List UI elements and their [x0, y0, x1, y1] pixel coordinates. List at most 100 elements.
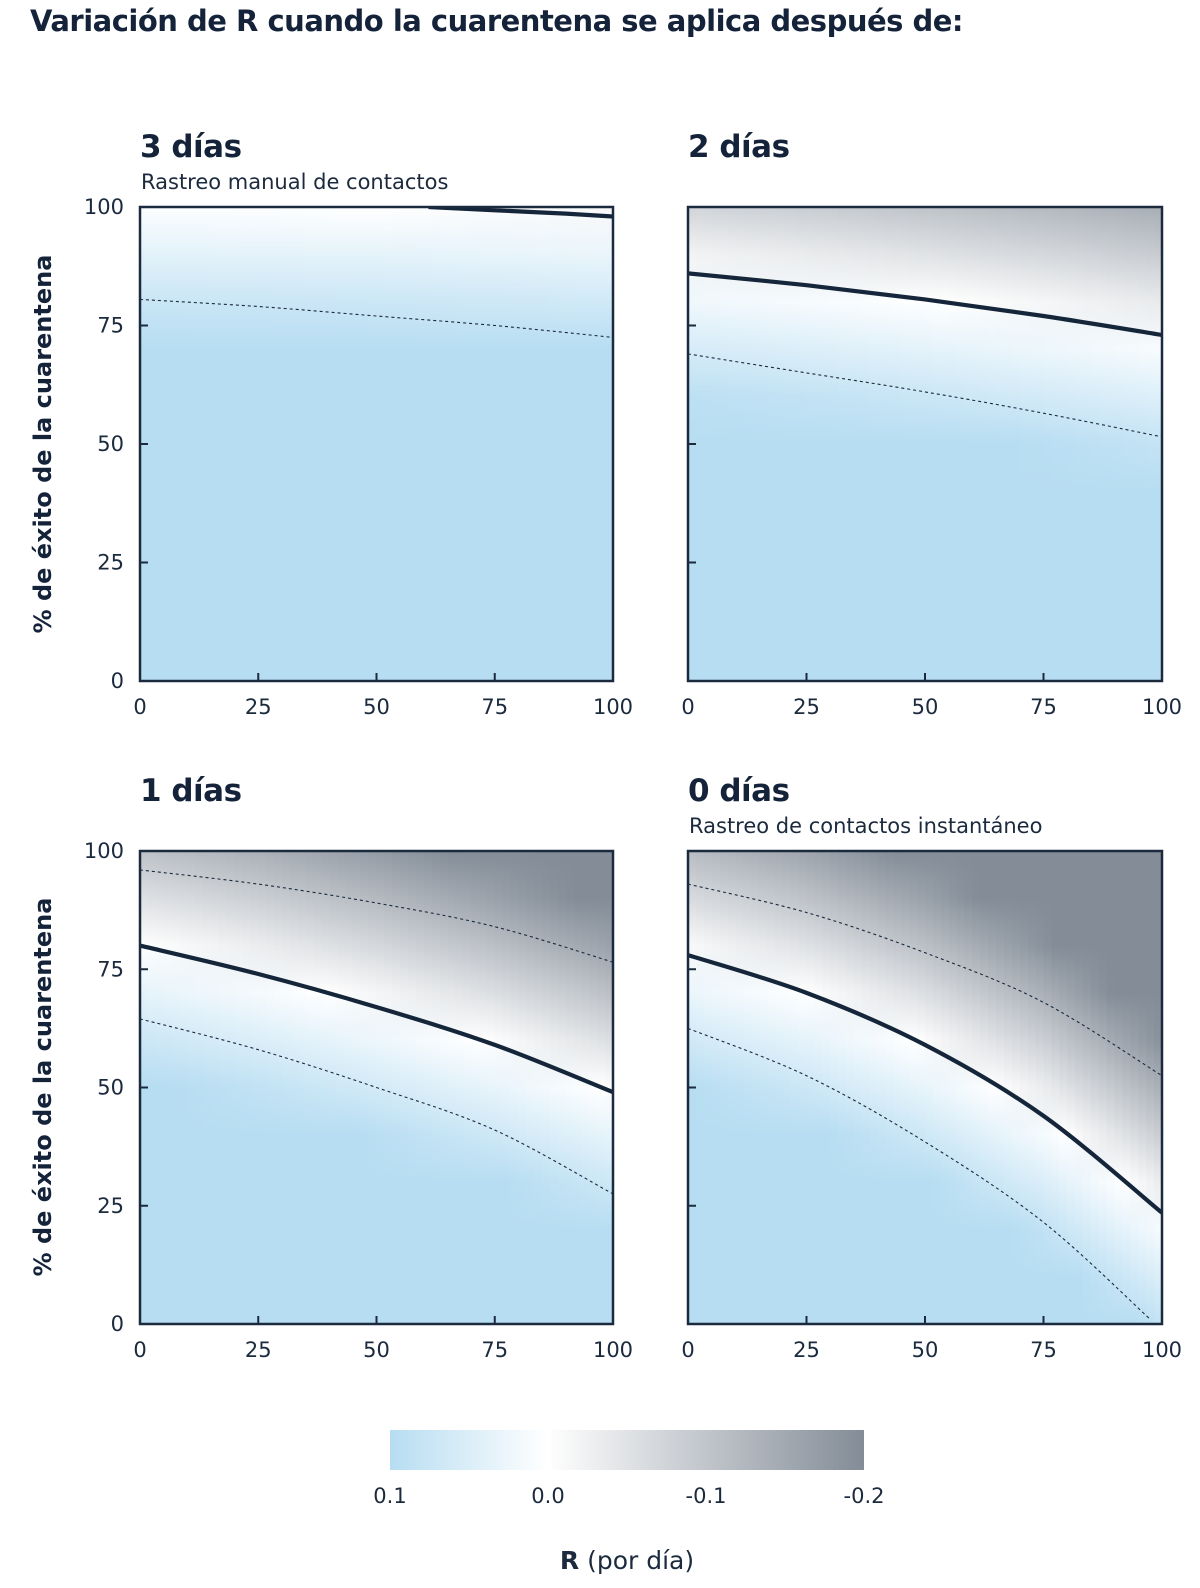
heatmap-cell [751, 851, 760, 1324]
heatmap-cell [814, 851, 824, 1324]
heatmap-cell [932, 851, 942, 1324]
x-tick-label: 50 [363, 1338, 390, 1362]
heatmap-cell [526, 851, 535, 1324]
heatmap-cell [719, 851, 729, 1324]
heatmap-cell [384, 851, 394, 1324]
heatmap-cell [313, 207, 323, 681]
heatmap-cell [605, 851, 613, 1324]
heatmap-cell [281, 207, 291, 681]
heatmap-cell [155, 851, 165, 1324]
heatmap-cell [447, 207, 457, 681]
y-tick-label: 75 [97, 314, 124, 338]
heatmap-cell [782, 207, 792, 681]
heatmap-cell [1130, 207, 1140, 681]
heatmap-cell [925, 207, 934, 681]
colorbar-gradient [390, 1430, 864, 1470]
heatmap-cell [767, 851, 776, 1324]
heatmap-cell [1051, 851, 1061, 1324]
heatmap-cell [1004, 851, 1013, 1324]
heatmap-cell [798, 207, 808, 681]
x-tick-label: 75 [1030, 1338, 1057, 1362]
heatmap-cell [767, 207, 776, 681]
heatmap-cell [1090, 851, 1100, 1324]
heatmap-cell [581, 207, 591, 681]
heatmap-cell [1035, 851, 1045, 1324]
heatmap-cell [948, 207, 958, 681]
heatmap-cell [1059, 851, 1068, 1324]
heatmap-cell [774, 207, 784, 681]
heatmap-cell [719, 207, 729, 681]
heatmap-cell [573, 207, 583, 681]
heatmap-cell [751, 207, 760, 681]
heatmap-cell [861, 207, 871, 681]
x-tick-label: 0 [681, 695, 694, 719]
x-tick-label: 75 [1030, 695, 1057, 719]
heatmap-cell [589, 207, 599, 681]
heatmap-cell [423, 851, 433, 1324]
heatmap-cell [557, 207, 567, 681]
heatmap-cell [605, 207, 613, 681]
heatmap-cell [478, 851, 488, 1324]
heatmap-cell [218, 207, 228, 681]
heatmap [688, 207, 1162, 681]
heatmap-cell [337, 207, 346, 681]
colorbar-title: R (por día) [560, 1546, 694, 1575]
heatmap-cell [830, 851, 839, 1324]
heatmap-cell [471, 207, 480, 681]
x-tick-label: 100 [1142, 1338, 1182, 1362]
heatmap-cell [557, 851, 567, 1324]
heatmap-cell [187, 207, 196, 681]
heatmap-cell [1027, 207, 1037, 681]
heatmap [140, 851, 613, 1324]
heatmap-cell [352, 851, 362, 1324]
heatmap-cell [814, 207, 824, 681]
heatmap-cell [711, 851, 721, 1324]
heatmap-cell [774, 851, 784, 1324]
heatmap-cell [242, 851, 252, 1324]
heatmap-cell [471, 851, 480, 1324]
heatmap-cell [1075, 207, 1084, 681]
y-tick-label: 75 [97, 957, 124, 981]
heatmap-cell [447, 851, 457, 1324]
heatmap-cell [790, 207, 800, 681]
x-tick-label: 25 [245, 1338, 272, 1362]
panel-3: 0 días Rastreo de contactos instantáneo 0 2… [681, 773, 1182, 1362]
heatmap-cell [415, 851, 425, 1324]
heatmap-cell [502, 207, 512, 681]
heatmap-cell [759, 207, 768, 681]
heatmap-cell [909, 207, 918, 681]
heatmap-cell [877, 207, 887, 681]
zero-contour-line [140, 943, 613, 1095]
y-axis-label: % de éxito de la cuarentena [29, 898, 57, 1277]
heatmap-cell [344, 207, 354, 681]
heatmap-cell [274, 207, 283, 681]
colorbar-title-units: (por día) [579, 1546, 694, 1575]
heatmap-cell [1043, 207, 1053, 681]
heatmap-cell [996, 207, 1005, 681]
y-axis-labels: % de éxito de la cuarentena % de éxito de… [29, 255, 57, 1277]
heatmap-cell [518, 207, 528, 681]
heatmap-cell [1130, 851, 1140, 1324]
heatmap-cell [901, 207, 910, 681]
heatmap-cell [1019, 207, 1029, 681]
heatmap-cell [972, 207, 982, 681]
heatmap-cell [1067, 207, 1076, 681]
heatmap-cell [695, 207, 705, 681]
dashed-contour-0 [688, 353, 1162, 438]
heatmap-cell [917, 207, 926, 681]
heatmap-cell [743, 851, 752, 1324]
heatmap-cell [980, 207, 989, 681]
heatmap-cell [822, 851, 831, 1324]
colorbar-tick-label: 0.1 [373, 1484, 406, 1508]
heatmap-cell [455, 851, 465, 1324]
x-tick-label: 100 [593, 1338, 633, 1362]
heatmap-cell [431, 851, 441, 1324]
colorbar-tick-label: -0.1 [686, 1484, 727, 1508]
heatmap-cell [305, 207, 315, 681]
heatmap-cell [439, 207, 449, 681]
zero-contour-line [688, 953, 1162, 1215]
dashed-contour-1 [688, 1027, 1151, 1320]
heatmap-cell [549, 207, 559, 681]
heatmap-cell [972, 851, 982, 1324]
heatmap-cell [337, 851, 346, 1324]
